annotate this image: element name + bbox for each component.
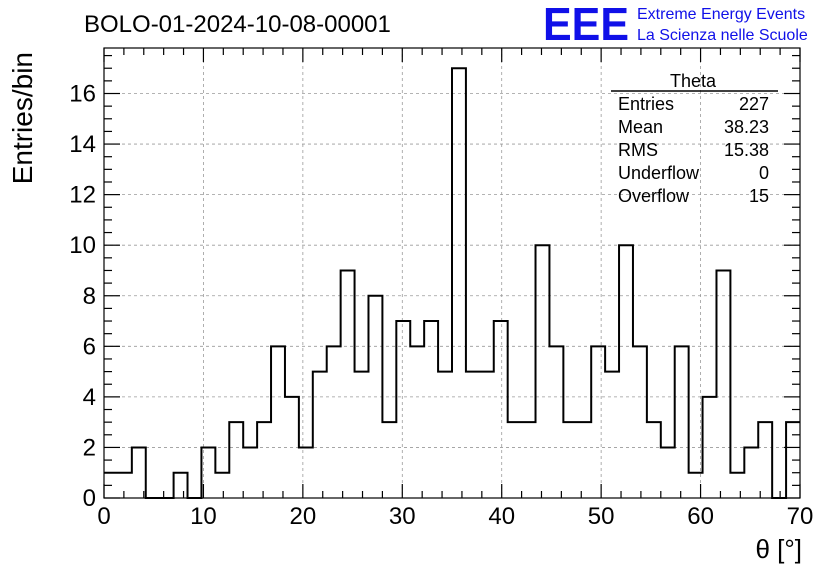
stats-label: Mean: [618, 117, 663, 137]
histogram-bin: [522, 422, 536, 498]
histogram-bin: [118, 473, 132, 498]
y-tick-label: 2: [83, 434, 96, 461]
histogram-bin: [355, 372, 369, 498]
histogram-bin: [577, 422, 591, 498]
x-tick-label: 70: [787, 503, 814, 530]
stats-value: 227: [739, 94, 769, 114]
stats-box: Theta Entries 227 Mean 38.23 RMS 15.38 Underfl…: [611, 71, 778, 206]
logo-line-2: La Scienza nelle Scuole: [637, 27, 808, 44]
histogram-bin: [661, 447, 675, 498]
eee-logo-mark: EEE: [543, 0, 629, 50]
histogram-bin: [368, 296, 382, 498]
histogram-outline: [104, 67, 800, 499]
axis-ticks: [103, 48, 801, 499]
stats-value: 15: [749, 186, 769, 206]
histogram-bin: [508, 422, 522, 498]
y-tick-label: 6: [83, 333, 96, 360]
histogram-bin: [452, 68, 466, 498]
stats-label: Underflow: [618, 163, 700, 183]
x-tick-label: 60: [687, 503, 714, 530]
histogram-bin: [341, 270, 355, 498]
x-tick-label: 0: [97, 503, 110, 530]
plot-frame: [103, 47, 801, 499]
histogram-bin: [396, 321, 410, 498]
histogram-bin: [633, 346, 647, 498]
histogram-bin: [675, 346, 689, 498]
y-tick-label: 0: [83, 485, 96, 512]
y-tick-label: 12: [69, 182, 96, 209]
y-axis-label: Entries/bin: [7, 52, 38, 184]
histogram-bin: [174, 473, 188, 498]
chart-title: BOLO-01-2024-10-08-00001: [84, 11, 391, 38]
histogram-bin: [424, 321, 438, 498]
histogram-bin: [243, 447, 257, 498]
histogram-bin: [703, 397, 717, 498]
x-axis-label: θ [°]: [755, 534, 802, 564]
stats-label: Entries: [618, 94, 674, 114]
histogram-bin: [229, 422, 243, 498]
histogram-bin: [327, 346, 341, 498]
x-tick-labels: 0 10 20 30 40 50 60 70: [97, 503, 813, 530]
histogram-bin: [466, 372, 480, 498]
histogram-bin: [605, 372, 619, 498]
eee-logo: EEE Extreme Energy Events La Scienza nel…: [543, 0, 808, 50]
histogram-bin: [271, 346, 285, 498]
histogram-bin: [758, 422, 772, 498]
x-tick-label: 30: [389, 503, 416, 530]
stats-label: RMS: [618, 140, 658, 160]
histogram-bin: [619, 245, 633, 498]
histogram-bin: [257, 422, 271, 498]
y-tick-label: 14: [69, 131, 96, 158]
y-tick-label: 16: [69, 81, 96, 108]
y-tick-labels: 0 2 4 6 8 10 12 14 16: [69, 81, 96, 512]
histogram-bin: [382, 422, 396, 498]
y-tick-label: 8: [83, 283, 96, 310]
histogram-bin: [730, 473, 744, 498]
stats-value: 0: [759, 163, 769, 183]
histogram-bin: [285, 397, 299, 498]
y-tick-label: 10: [69, 232, 96, 259]
histogram-bin: [494, 321, 508, 498]
histogram-bin: [313, 372, 327, 498]
histogram-bin: [132, 447, 146, 498]
histogram-bin: [647, 422, 661, 498]
stats-label: Overflow: [618, 186, 690, 206]
histogram-bin: [716, 270, 730, 498]
histogram-bin: [536, 245, 550, 498]
stats-value: 38.23: [724, 117, 769, 137]
stats-box-title: Theta: [670, 71, 717, 91]
histogram-bin: [563, 422, 577, 498]
histogram-bin: [744, 447, 758, 498]
histogram-bin: [215, 473, 229, 498]
x-tick-label: 50: [588, 503, 615, 530]
histogram-bin: [299, 447, 313, 498]
histogram-bin: [591, 346, 605, 498]
histogram-bin: [438, 372, 452, 498]
histogram-bin: [410, 346, 424, 498]
stats-value: 15.38: [724, 140, 769, 160]
x-tick-label: 10: [190, 503, 217, 530]
histogram-bin: [549, 346, 563, 498]
histogram-bin: [480, 372, 494, 498]
x-tick-label: 20: [290, 503, 317, 530]
logo-line-1: Extreme Energy Events: [637, 6, 805, 23]
y-tick-label: 4: [83, 384, 96, 411]
x-tick-label: 40: [488, 503, 515, 530]
